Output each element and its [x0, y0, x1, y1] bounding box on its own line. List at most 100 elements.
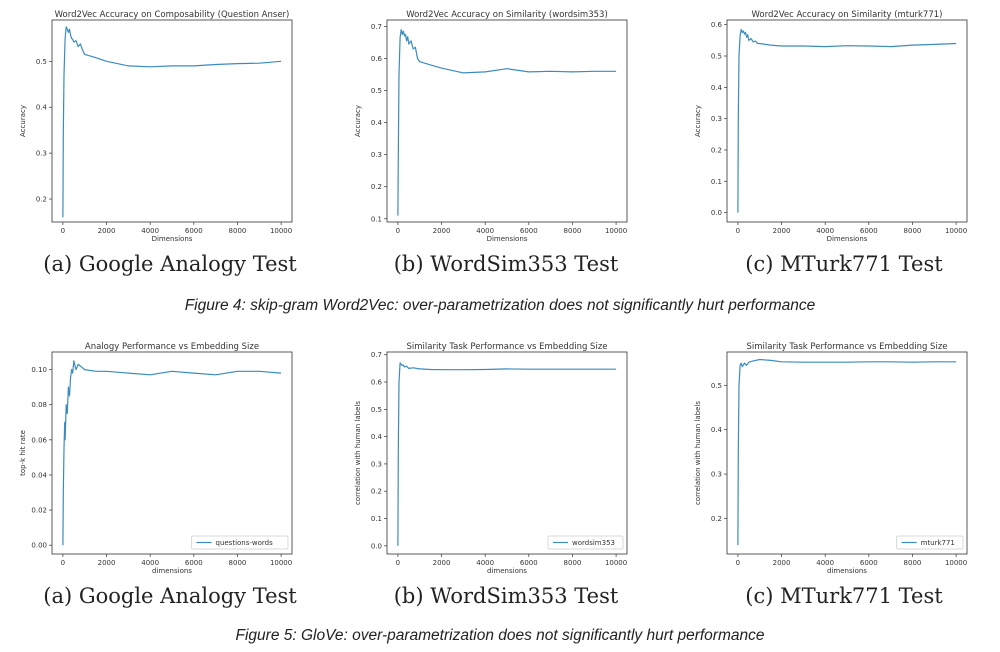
- x-tick-label: 8000: [904, 559, 922, 567]
- y-tick-label: 0.2: [711, 515, 722, 523]
- y-tick-label: 0.2: [371, 488, 382, 496]
- series-line: [62, 360, 282, 546]
- y-tick-label: 0.6: [371, 55, 383, 63]
- y-tick-label: 0.02: [31, 507, 47, 515]
- chart-title: Word2Vec Accuracy on Similarity (wordsim…: [406, 10, 608, 20]
- y-tick-label: 0.1: [371, 515, 382, 523]
- y-tick-label: 0.3: [371, 151, 382, 159]
- plot-frame: [51, 19, 293, 223]
- subcaption-w2v-mturk: (c) MTurk771 Test: [745, 252, 943, 276]
- chart-panel-w2v-wordsim: Word2Vec Accuracy on Similarity (wordsim…: [345, 8, 645, 258]
- x-tick-label: 8000: [229, 227, 247, 235]
- x-tick-label: 0: [396, 559, 400, 567]
- y-axis-label: correlation with human labels: [694, 401, 702, 505]
- x-tick-label: 10000: [270, 227, 292, 235]
- x-tick-label: 2000: [773, 559, 791, 567]
- y-tick-label: 0.08: [31, 401, 47, 409]
- chart-glove-mturk: Similarity Task Performance vs Embedding…: [694, 342, 968, 575]
- y-tick-label: 0.7: [371, 351, 382, 359]
- plot-frame: [51, 351, 293, 555]
- y-tick-label: 0.3: [711, 471, 722, 479]
- x-tick-label: 10000: [270, 559, 292, 567]
- legend-box: [547, 535, 624, 550]
- figure-4-caption: Figure 4: skip-gram Word2Vec: over-param…: [184, 297, 816, 314]
- x-tick-label: 0: [61, 227, 65, 235]
- series-line: [397, 362, 617, 546]
- x-tick-label: 2000: [98, 227, 116, 235]
- y-tick-label: 0.2: [36, 196, 47, 204]
- y-tick-label: 0.3: [371, 460, 382, 468]
- series-line: [737, 358, 957, 546]
- x-tick-label: 0: [396, 227, 400, 235]
- y-tick-label: 0.4: [36, 104, 48, 112]
- chart-title: Word2Vec Accuracy on Composability (Ques…: [55, 10, 290, 20]
- chart-title: Word2Vec Accuracy on Similarity (mturk77…: [752, 10, 943, 20]
- chart-panel-glove-google: Analogy Performance vs Embedding Size 0 20…: [10, 340, 310, 590]
- plot-frame: [726, 19, 968, 223]
- x-tick-label: 10000: [945, 559, 967, 567]
- x-tick-label: 4000: [816, 559, 834, 567]
- legend-label: wordsim353: [572, 539, 615, 547]
- x-tick-label: 4000: [141, 559, 159, 567]
- x-axis-label: Dimensions: [827, 235, 868, 243]
- x-tick-label: 6000: [860, 227, 878, 235]
- y-tick-label: 0.5: [711, 382, 722, 390]
- y-tick-label: 0.10: [31, 366, 47, 374]
- chart-glove-google: Analogy Performance vs Embedding Size 0 20…: [19, 342, 293, 575]
- legend-box: [191, 535, 289, 550]
- x-tick-label: 2000: [433, 227, 451, 235]
- y-tick-label: 0.2: [711, 146, 722, 154]
- x-tick-label: 6000: [860, 559, 878, 567]
- chart-w2v-google: Word2Vec Accuracy on Composability (Ques…: [19, 10, 293, 243]
- plot-frame: [386, 19, 628, 223]
- x-tick-label: 6000: [520, 227, 538, 235]
- y-tick-label: 0.5: [711, 53, 722, 61]
- y-tick-label: 0.0: [711, 209, 722, 217]
- x-tick-label: 0: [736, 227, 740, 235]
- legend-box: [896, 535, 964, 550]
- y-tick-label: 0.1: [371, 215, 382, 223]
- x-tick-label: 8000: [564, 559, 582, 567]
- legend-label: mturk771: [921, 539, 955, 547]
- x-tick-label: 4000: [816, 227, 834, 235]
- x-tick-label: 6000: [520, 559, 538, 567]
- chart-w2v-wordsim: Word2Vec Accuracy on Similarity (wordsim…: [354, 10, 628, 243]
- x-tick-label: 10000: [945, 227, 967, 235]
- plot-frame: [386, 351, 628, 555]
- y-tick-label: 0.00: [31, 542, 47, 550]
- series-line: [397, 29, 617, 216]
- plot-frame: [726, 351, 968, 555]
- chart-panel-w2v-mturk: Word2Vec Accuracy on Similarity (mturk77…: [685, 8, 985, 258]
- y-tick-label: 0.4: [371, 119, 383, 127]
- x-axis-label: dimensions: [152, 567, 192, 575]
- series-line: [62, 26, 282, 218]
- y-tick-label: 0.6: [371, 379, 383, 387]
- y-tick-label: 0.7: [371, 23, 382, 31]
- x-tick-label: 10000: [605, 227, 627, 235]
- subcaption-glove-wordsim: (b) WordSim353 Test: [393, 584, 619, 608]
- chart-glove-wordsim: Similarity Task Performance vs Embedding…: [354, 342, 628, 575]
- x-tick-label: 8000: [904, 227, 922, 235]
- y-axis-label: Accuracy: [694, 105, 702, 137]
- y-tick-label: 0.04: [31, 471, 47, 479]
- x-tick-label: 2000: [433, 559, 451, 567]
- x-tick-label: 4000: [476, 559, 494, 567]
- subcaption-w2v-google: (a) Google Analogy Test: [43, 252, 297, 276]
- y-axis-label: correlation with human labels: [354, 401, 362, 505]
- figure-5-caption: Figure 5: GloVe: over-parametrization do…: [235, 627, 765, 644]
- y-tick-label: 0.2: [371, 183, 382, 191]
- y-tick-label: 0.06: [31, 436, 47, 444]
- y-tick-label: 0.3: [36, 150, 47, 158]
- y-tick-label: 0.3: [711, 115, 722, 123]
- x-tick-label: 2000: [773, 227, 791, 235]
- x-axis-label: dimensions: [487, 567, 527, 575]
- y-tick-label: 0.4: [711, 426, 723, 434]
- x-tick-label: 6000: [185, 559, 203, 567]
- y-tick-label: 0.5: [371, 87, 382, 95]
- x-tick-label: 6000: [185, 227, 203, 235]
- chart-title: Similarity Task Performance vs Embedding…: [406, 342, 607, 352]
- y-tick-label: 0.4: [371, 433, 383, 441]
- x-tick-label: 2000: [98, 559, 116, 567]
- y-axis-label: top-k hit rate: [19, 430, 27, 476]
- y-tick-label: 0.6: [711, 21, 723, 29]
